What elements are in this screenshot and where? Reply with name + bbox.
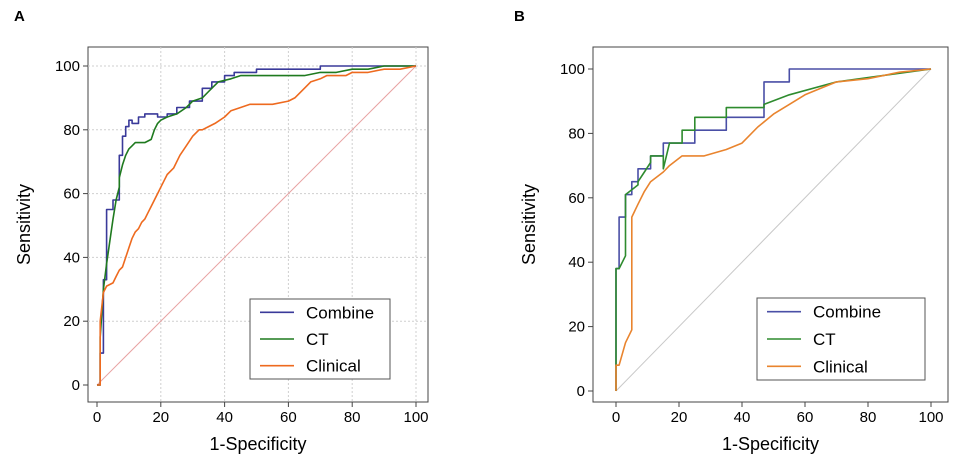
y-tick-label: 40 (568, 254, 585, 271)
reference-diagonal (615, 68, 932, 392)
series-line-ct (97, 65, 416, 386)
x-tick-label: 80 (344, 409, 361, 426)
legend-label: CT (306, 330, 329, 349)
x-tick-label: 60 (797, 409, 814, 426)
x-tick-label: 80 (860, 409, 877, 426)
x-tick-label: 20 (152, 409, 169, 426)
y-tick-label: 20 (568, 319, 585, 336)
legend-label: CT (813, 330, 836, 349)
reference-diagonal (96, 65, 417, 386)
y-axis-label: Sensitivity (14, 184, 34, 265)
x-axis-label: 1-Specificity (722, 434, 819, 454)
legend-label: Clinical (306, 357, 361, 376)
series-line-ct (615, 68, 932, 391)
y-tick-label: 0 (577, 383, 585, 400)
y-tick-label: 20 (63, 313, 80, 330)
series-line-combine (97, 65, 416, 386)
y-tick-label: 60 (63, 186, 80, 203)
panel-b: 0 20 40 60 80 100 0 20 40 60 80 100 1-Specificity Sen… (519, 46, 949, 454)
series-line-clinical (97, 65, 417, 386)
y-axis-label: Sensitivity (519, 184, 539, 265)
x-tick-label: 40 (216, 409, 233, 426)
y-tick-label: 80 (568, 125, 585, 142)
x-tick-label: 60 (280, 409, 297, 426)
y-tick-label: 40 (63, 249, 80, 266)
x-tick-label: 40 (734, 409, 751, 426)
legend-label: Clinical (813, 357, 868, 376)
y-tick-label: 60 (568, 190, 585, 207)
x-tick-label: 100 (403, 409, 428, 426)
panel-a: 0 20 40 60 80 100 0 20 40 60 80 100 1-Specificity Sen… (14, 46, 429, 454)
legend-label: Combine (813, 303, 881, 322)
y-tick-label: 100 (560, 61, 585, 78)
x-tick-label: 0 (612, 409, 620, 426)
panel-letter-a: A (14, 8, 25, 25)
y-tick-label: 0 (72, 377, 80, 394)
series-line-clinical (615, 68, 932, 391)
x-tick-label: 0 (93, 409, 101, 426)
y-tick-label: 80 (63, 122, 80, 139)
panel-letter-b: B (514, 8, 525, 25)
legend-label: Combine (306, 303, 374, 322)
x-tick-label: 20 (671, 409, 688, 426)
y-tick-label: 100 (55, 58, 80, 75)
x-tick-label: 100 (918, 409, 943, 426)
x-axis-label: 1-Specificity (209, 434, 306, 454)
